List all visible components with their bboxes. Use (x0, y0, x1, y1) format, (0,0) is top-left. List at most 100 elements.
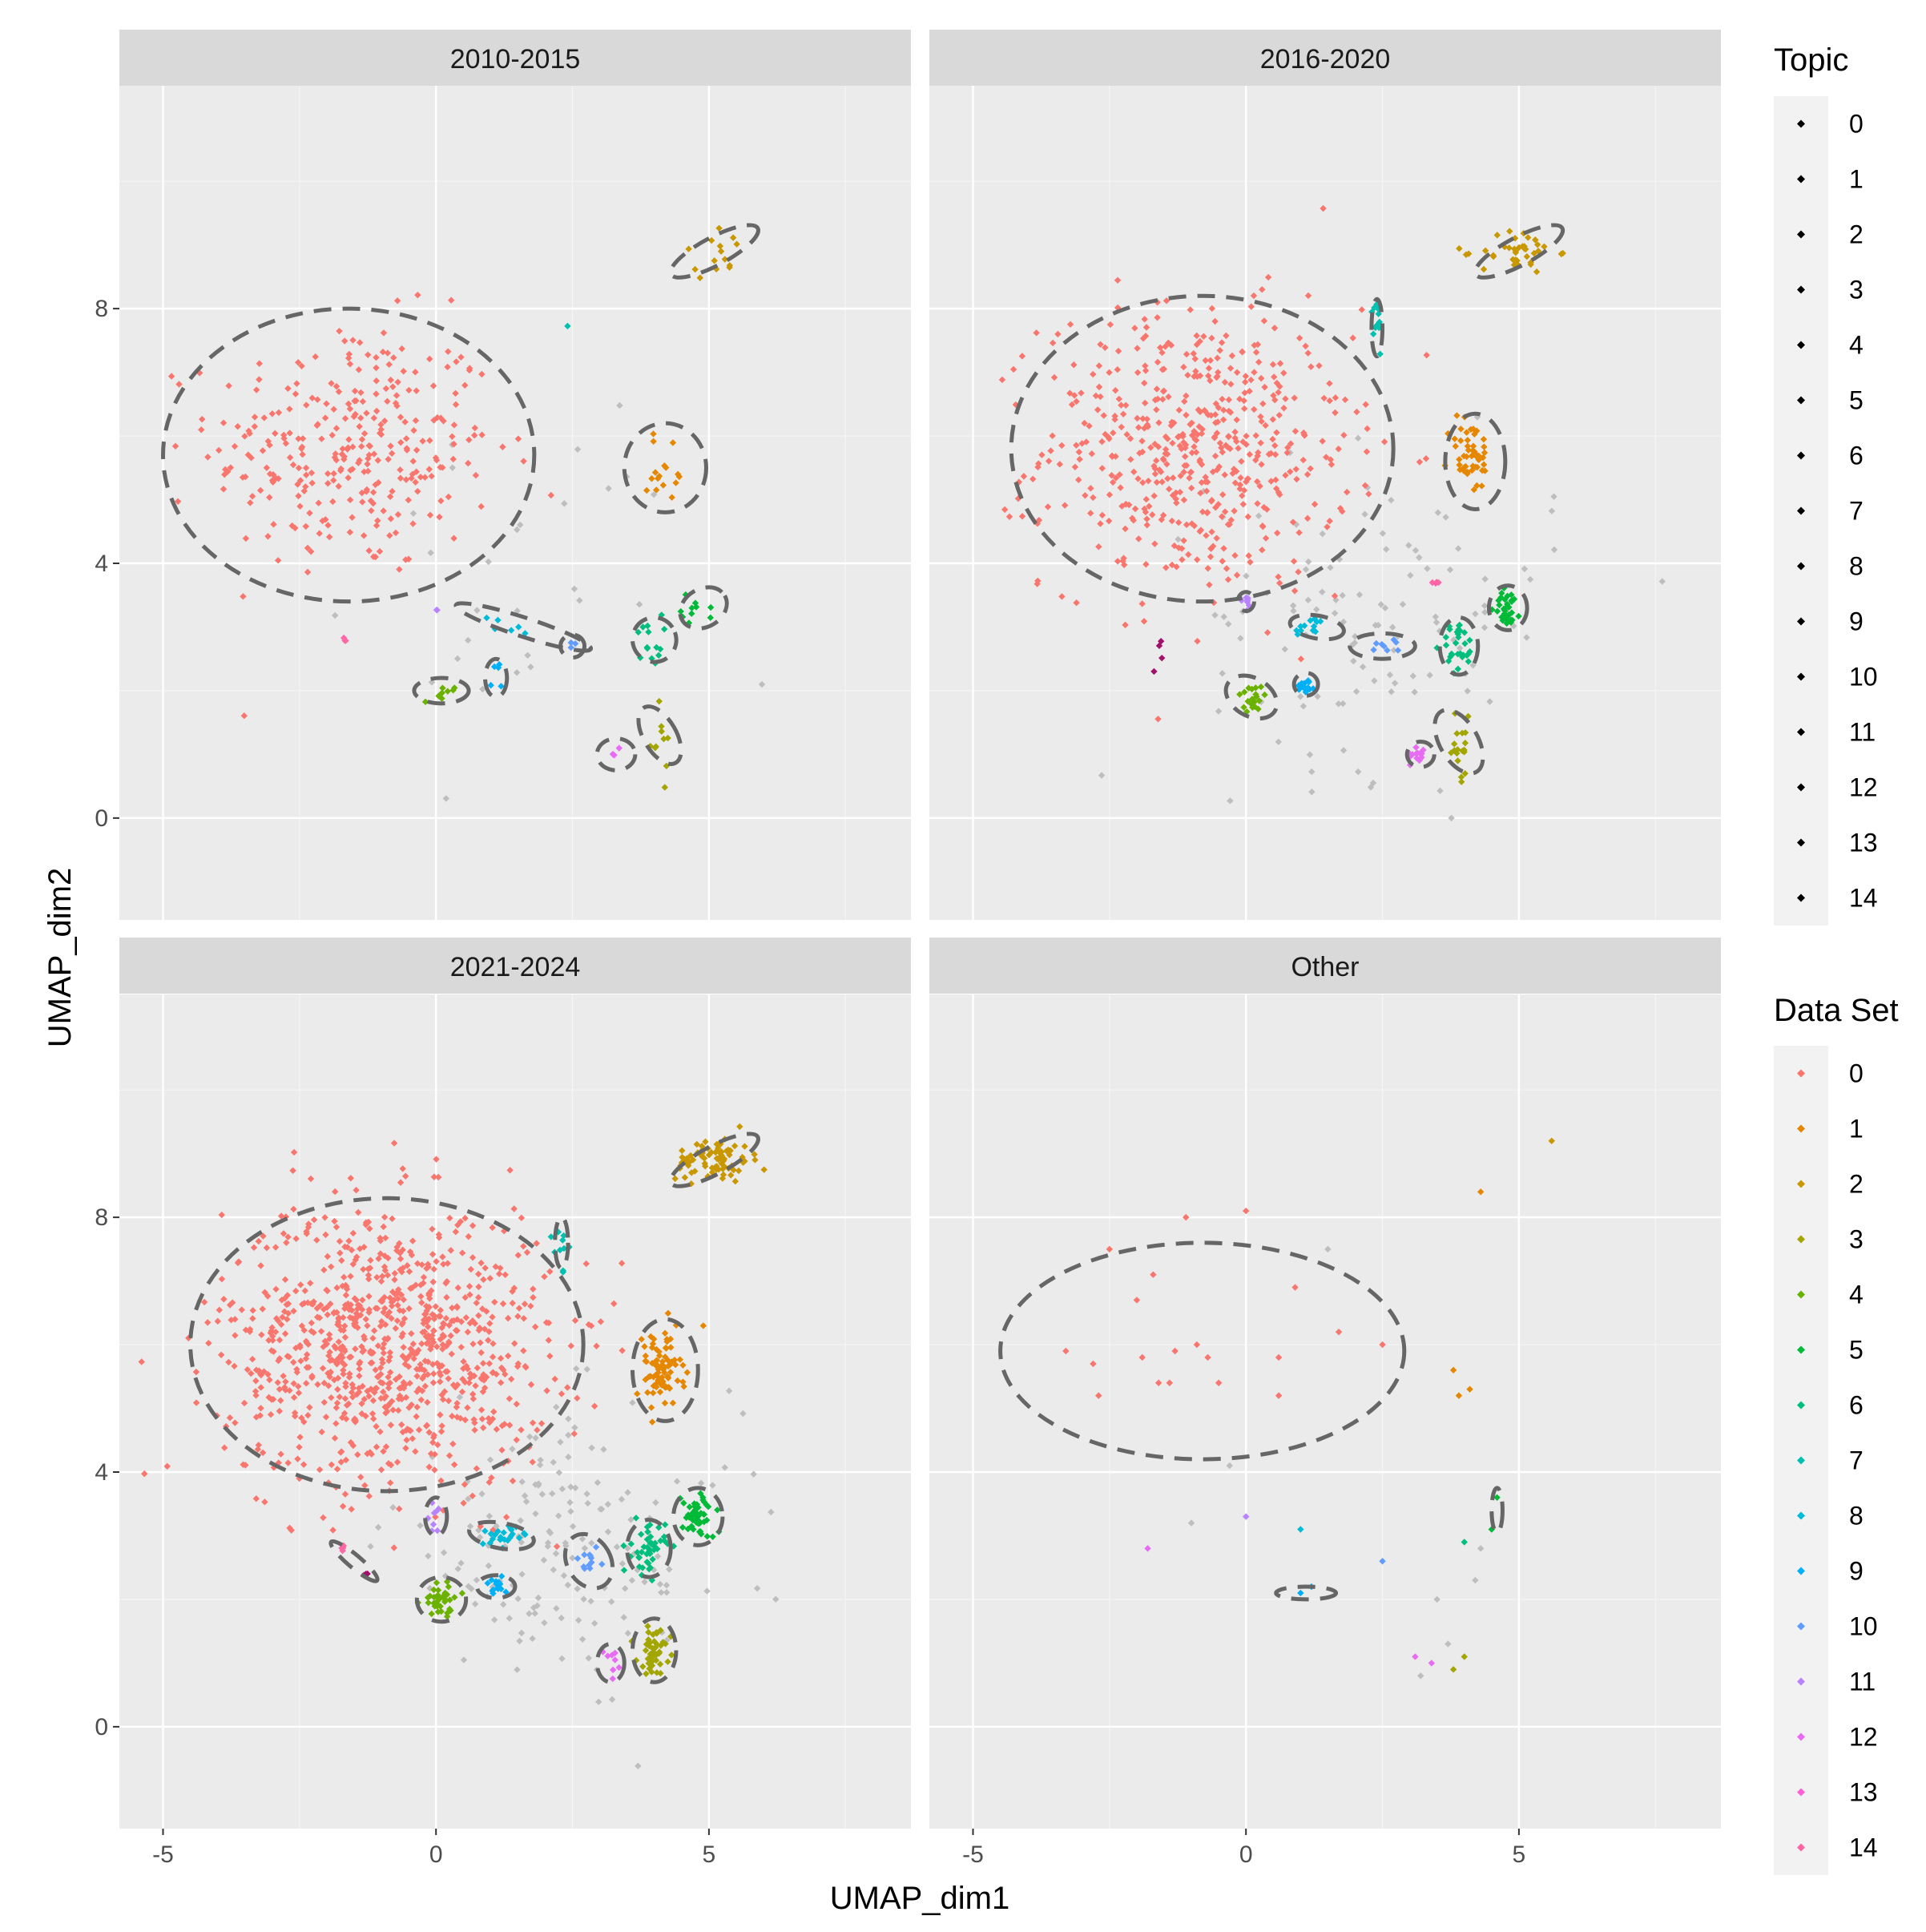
data-point (1108, 472, 1115, 479)
data-point (393, 1317, 401, 1325)
data-point (1183, 392, 1190, 400)
data-point (1375, 310, 1382, 317)
data-point (586, 1552, 594, 1559)
data-point (697, 1479, 705, 1487)
legend-label: 4 (1849, 331, 1864, 360)
data-point (1416, 458, 1424, 466)
data-point (449, 455, 457, 463)
data-point (396, 1505, 403, 1513)
data-point (1297, 623, 1304, 630)
data-point (640, 1543, 647, 1551)
data-point (532, 1510, 539, 1518)
data-point (1180, 468, 1187, 476)
data-point (1092, 392, 1100, 400)
data-point (1232, 467, 1240, 475)
data-point (399, 1428, 406, 1436)
data-point (702, 1138, 709, 1146)
data-point (1223, 565, 1231, 572)
data-point (1182, 444, 1189, 452)
data-point (1461, 1653, 1468, 1660)
data-point (440, 1260, 447, 1268)
data-point (1416, 756, 1424, 763)
data-point (373, 1443, 381, 1450)
data-point (478, 1305, 486, 1313)
data-point (590, 1619, 598, 1627)
data-point (308, 479, 316, 487)
data-point (1142, 362, 1149, 369)
data-point (609, 1675, 616, 1683)
data-point (260, 414, 268, 421)
data-point (306, 510, 313, 517)
data-point (464, 636, 472, 644)
data-point (352, 1418, 359, 1426)
cluster-ellipse (1486, 583, 1529, 632)
data-point (345, 1373, 353, 1381)
data-point (1199, 426, 1206, 433)
data-point (719, 1175, 727, 1182)
data-point (470, 432, 478, 439)
data-point (687, 1169, 695, 1176)
data-point (772, 1595, 780, 1603)
data-point (1109, 478, 1117, 486)
data-point (242, 473, 249, 481)
legend-key (1797, 1843, 1805, 1852)
data-point (251, 423, 258, 430)
data-point (444, 363, 451, 371)
data-point (1216, 439, 1224, 447)
data-point (427, 549, 434, 557)
data-point (634, 1567, 641, 1574)
data-point (1248, 685, 1255, 693)
data-point (1291, 1284, 1299, 1291)
data-point (1257, 413, 1264, 421)
data-point (307, 1175, 315, 1183)
data-point (687, 1515, 695, 1522)
data-point (473, 1465, 481, 1472)
data-point (1295, 682, 1303, 689)
data-point (342, 1292, 350, 1299)
cluster-ellipse (668, 223, 760, 280)
data-point (1183, 411, 1190, 419)
data-point (425, 1463, 433, 1470)
cluster-ellipse (1287, 612, 1346, 642)
data-point (1231, 552, 1239, 559)
data-point (1134, 414, 1141, 422)
data-point (703, 1501, 711, 1509)
data-point (493, 1580, 500, 1587)
data-point (251, 413, 259, 421)
data-point (312, 353, 319, 361)
data-point (1304, 292, 1312, 300)
data-point (751, 1151, 758, 1158)
data-point (522, 1364, 530, 1371)
data-point (361, 1244, 368, 1251)
data-point (705, 1152, 713, 1159)
data-point (442, 795, 450, 802)
data-point (645, 1660, 652, 1668)
data-point (299, 450, 306, 458)
data-point (1461, 1539, 1468, 1546)
data-point (370, 414, 378, 421)
data-point (269, 471, 277, 478)
data-point (407, 1345, 414, 1353)
data-point (691, 265, 699, 273)
cluster-ellipse (1473, 223, 1565, 280)
data-point (1273, 529, 1281, 537)
data-point (256, 486, 264, 494)
data-point (1127, 456, 1134, 463)
data-point (1150, 462, 1158, 470)
data-point (390, 1139, 398, 1147)
data-point (486, 1328, 493, 1336)
data-point (290, 1148, 298, 1156)
legend-label: 1 (1849, 165, 1864, 194)
data-point (337, 1458, 345, 1466)
data-point (477, 1259, 485, 1267)
data-point (1159, 455, 1167, 462)
x-tick-label: 5 (1513, 1841, 1526, 1868)
data-point (381, 417, 389, 425)
legend-title: Topic (1774, 42, 1848, 78)
data-point (666, 1566, 673, 1573)
data-point (1480, 265, 1488, 273)
data-point (643, 1559, 651, 1566)
legend-key (1797, 617, 1805, 626)
data-point (380, 1448, 387, 1455)
data-point (445, 1339, 453, 1347)
